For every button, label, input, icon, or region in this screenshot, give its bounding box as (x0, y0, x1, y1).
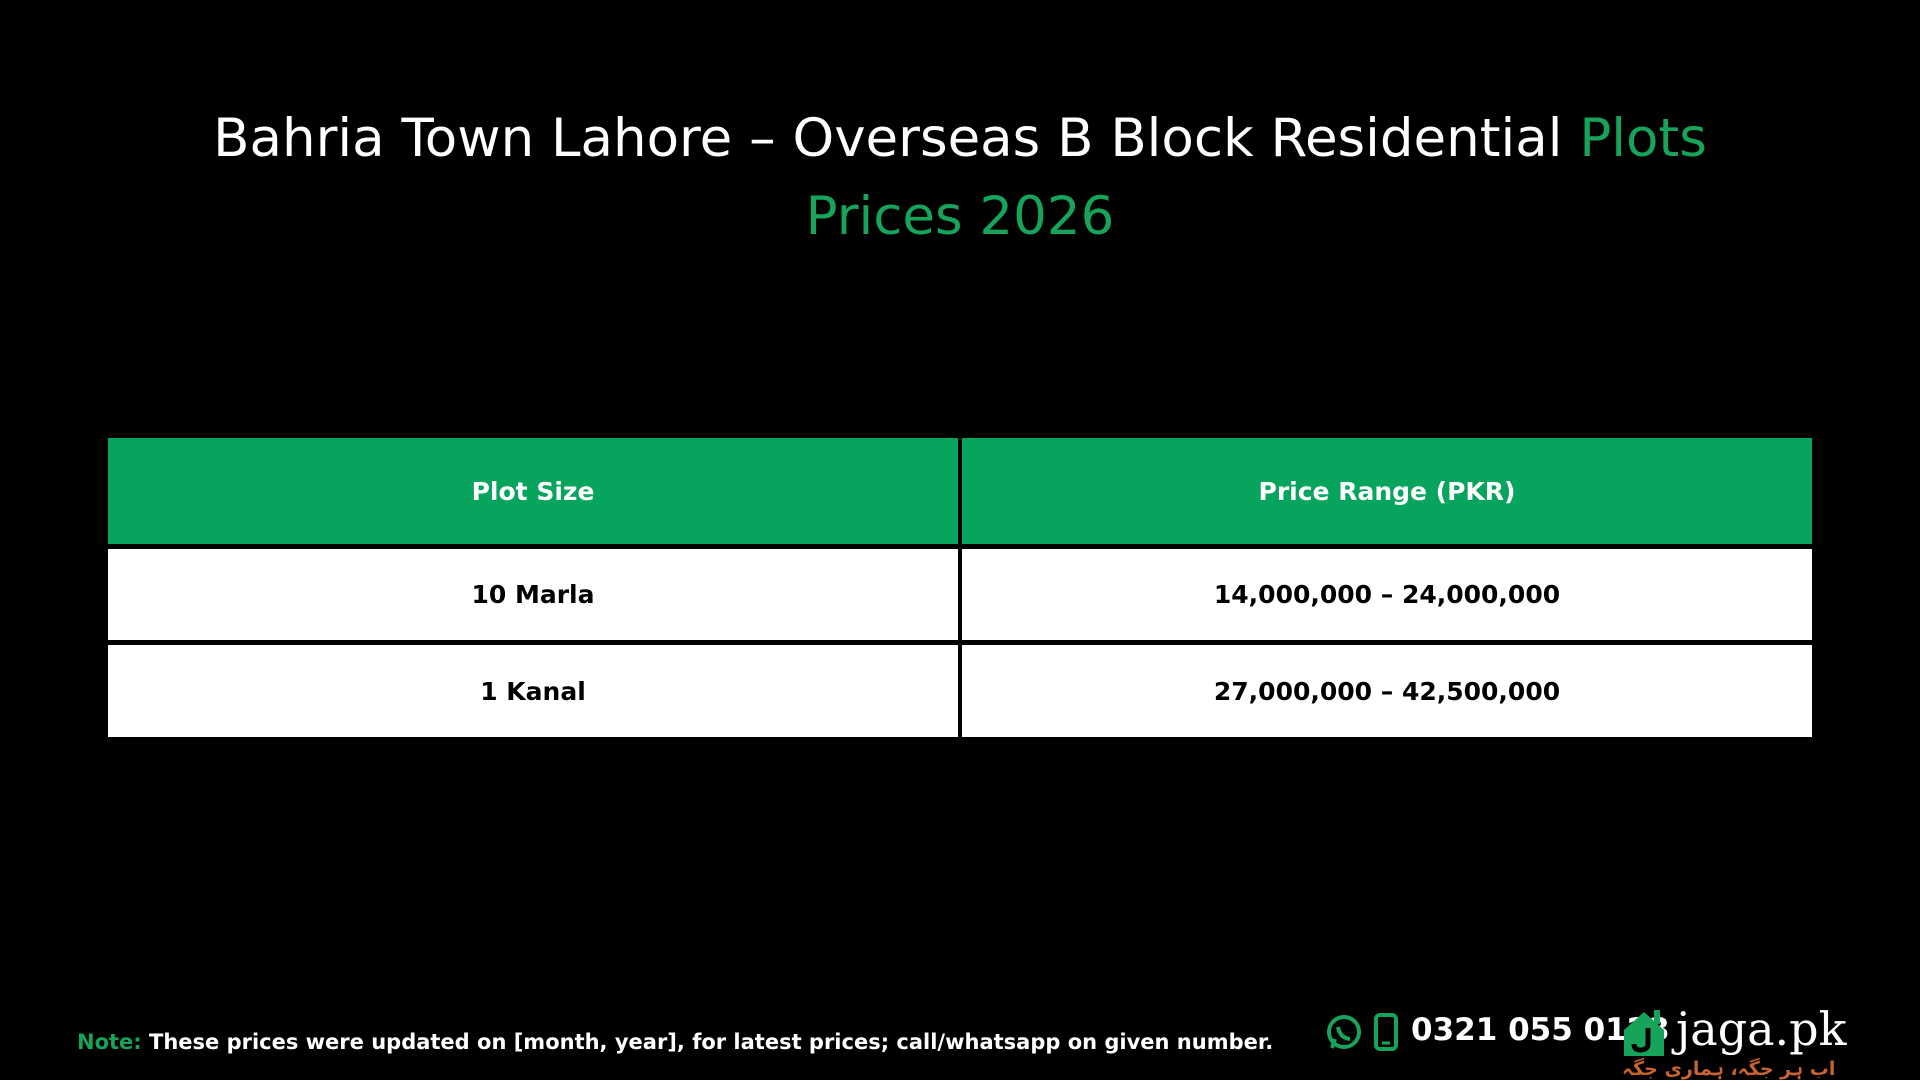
title-white: Bahria Town Lahore – Overseas B Block Re… (213, 108, 1563, 169)
table-cell: 10 Marla (108, 549, 958, 640)
table-cell: 1 Kanal (108, 645, 958, 737)
table-header: Plot Size (108, 438, 958, 544)
title: Bahria Town Lahore – Overseas B Block Re… (0, 100, 1920, 256)
contact-icons (1327, 1013, 1398, 1051)
title-green: Prices 2026 (805, 186, 1115, 247)
note-label: Note: (77, 1030, 142, 1054)
tagline: اب ہر جگہ، ہماری جگہ (1622, 1058, 1836, 1080)
price-table: Plot Size Price Range (PKR) 10 Marla 14,… (108, 438, 1812, 737)
table-cell: 14,000,000 – 24,000,000 (962, 549, 1812, 640)
title-green: Plots (1579, 108, 1707, 169)
brand[interactable]: jaga.pk (1676, 1002, 1847, 1056)
note-text: These prices were updated on [month, yea… (149, 1030, 1274, 1054)
note: Note: These prices were updated on [mont… (77, 1030, 1273, 1054)
table-header: Price Range (PKR) (962, 438, 1812, 544)
table-cell: 27,000,000 – 42,500,000 (962, 645, 1812, 737)
logo-icon (1624, 1010, 1664, 1056)
